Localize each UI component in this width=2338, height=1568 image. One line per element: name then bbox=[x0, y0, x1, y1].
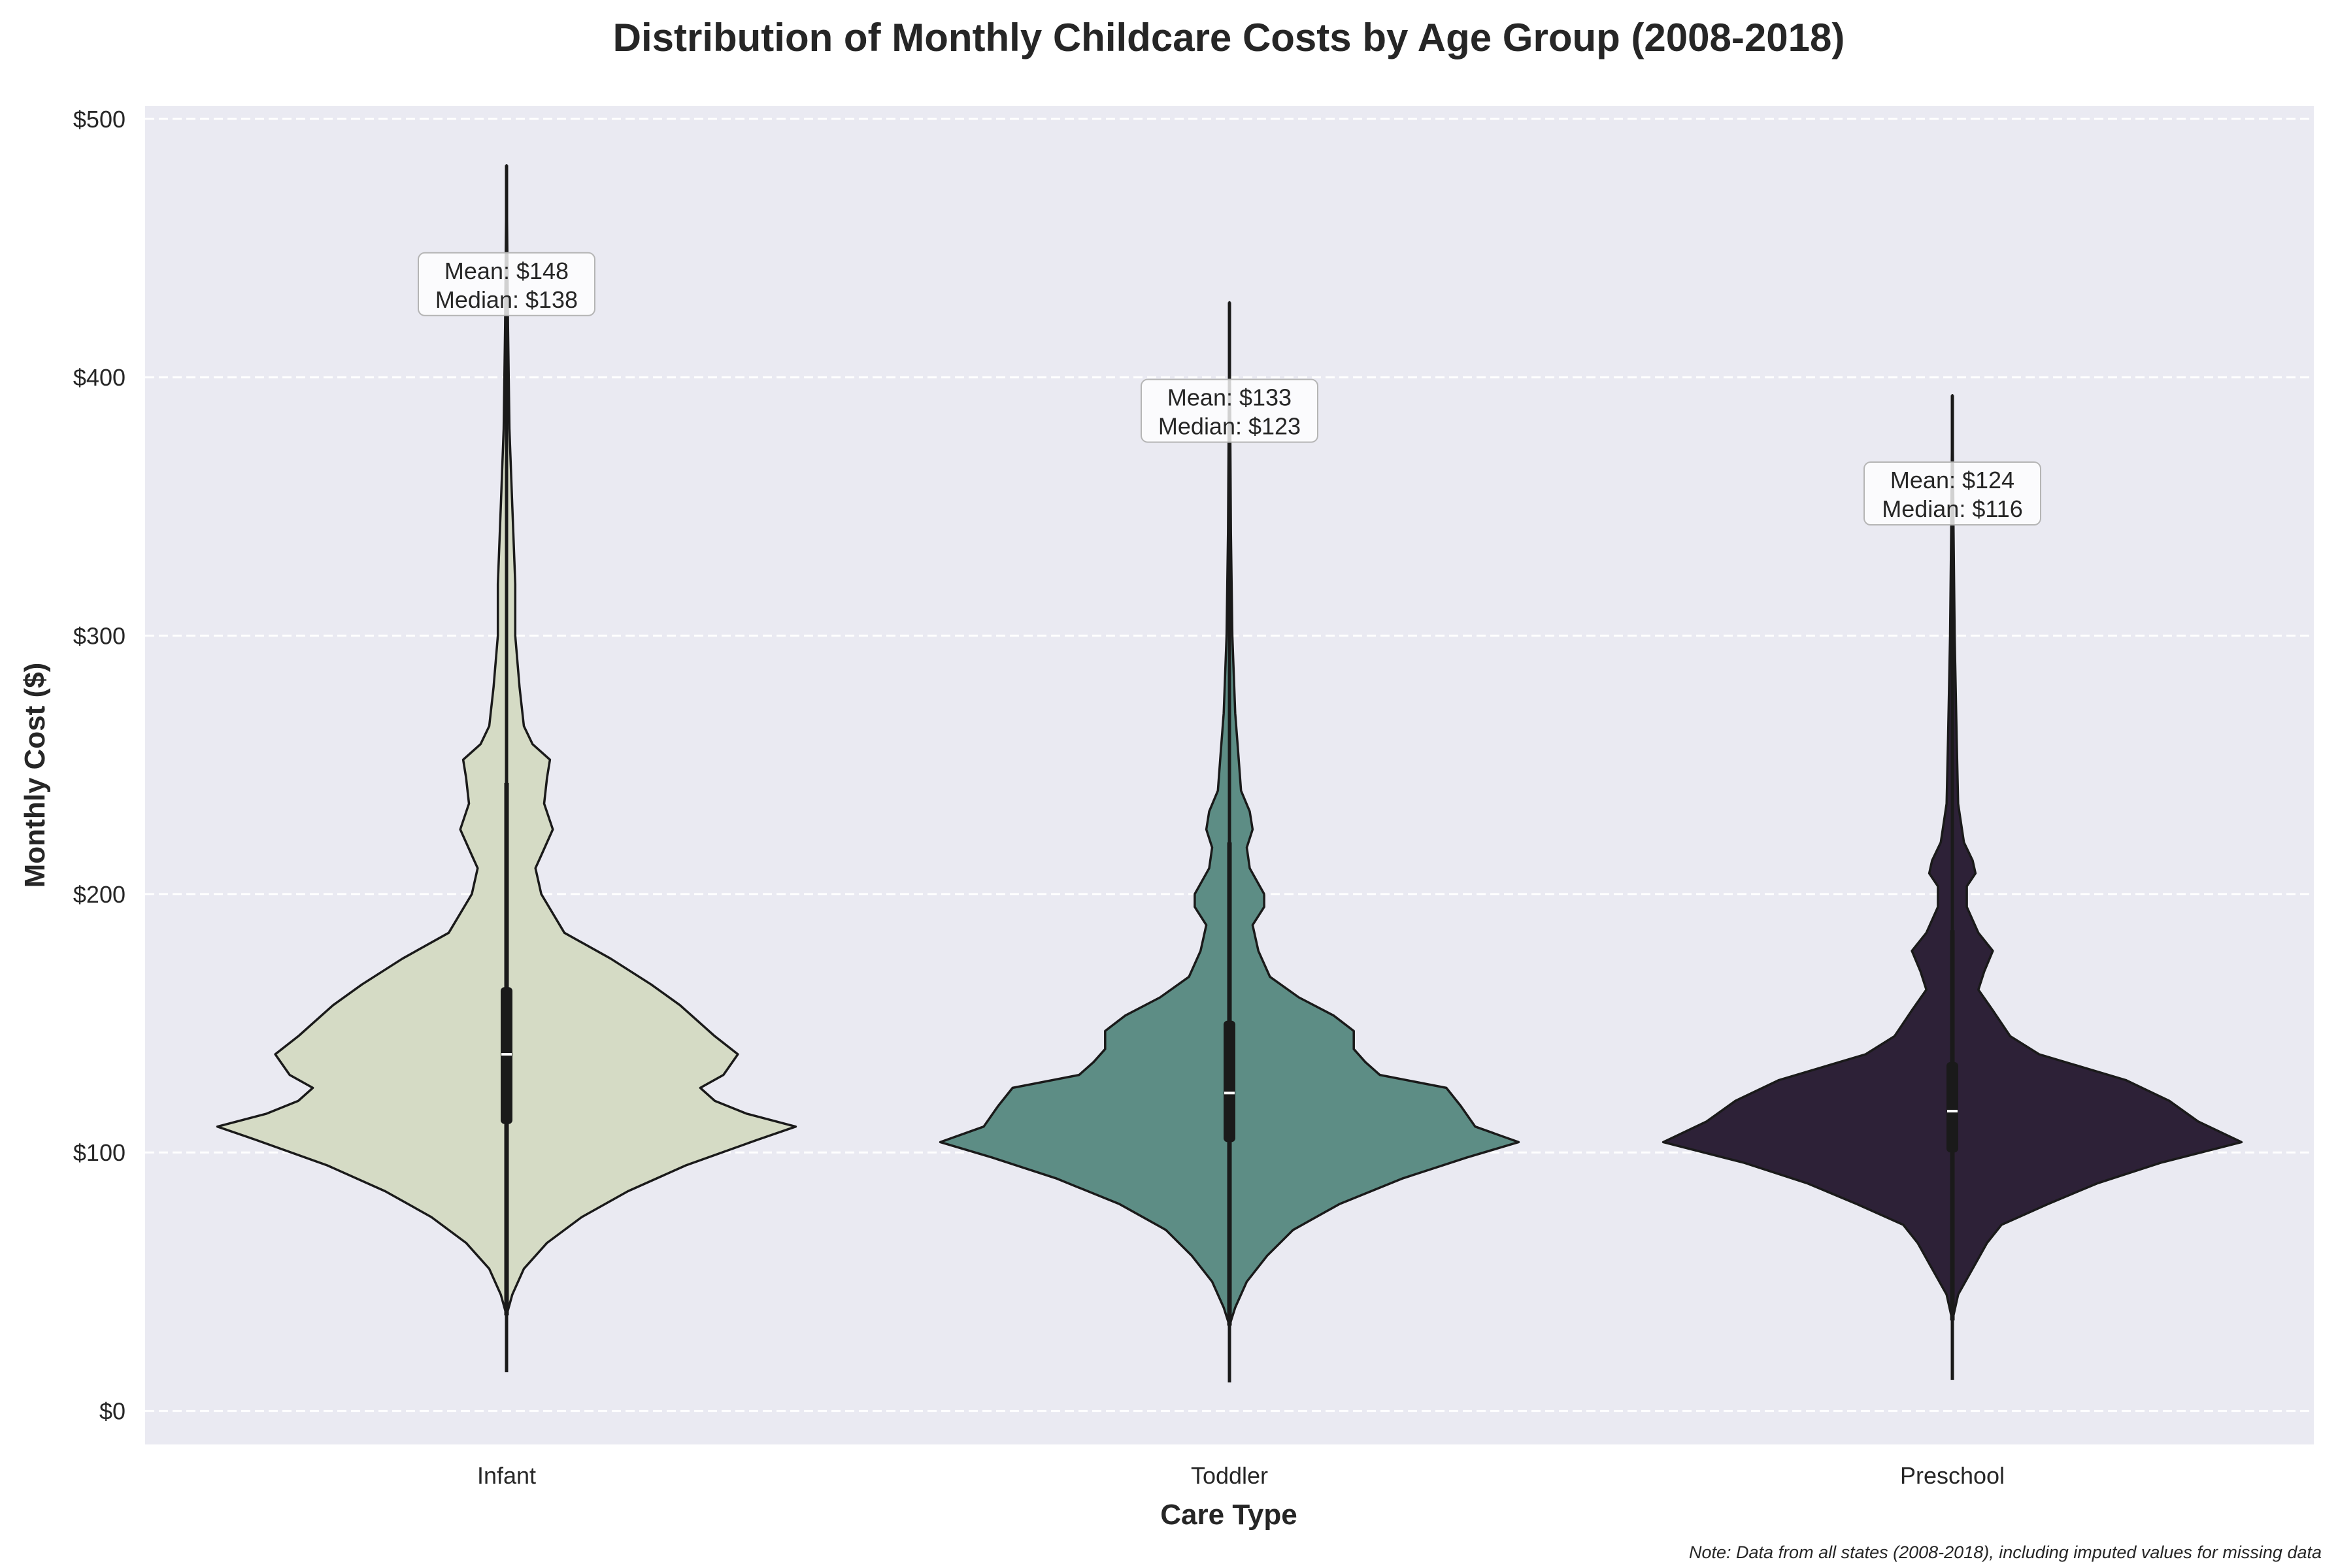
iqr-box bbox=[1946, 1061, 1958, 1153]
annotation-text: Mean: $133 bbox=[1167, 384, 1292, 411]
y-tick-label: $400 bbox=[73, 364, 125, 391]
x-tick-label: Toddler bbox=[1191, 1462, 1268, 1489]
x-tick-label: Preschool bbox=[1900, 1462, 2005, 1489]
annotation-text: Mean: $148 bbox=[444, 258, 569, 284]
y-axis-label: Monthly Cost ($) bbox=[19, 663, 51, 888]
annotation-text: Median: $123 bbox=[1158, 413, 1301, 440]
annotation-text: Median: $138 bbox=[435, 286, 578, 313]
iqr-box bbox=[1224, 1020, 1235, 1143]
annotation-box bbox=[1141, 378, 1318, 443]
y-tick-label: $500 bbox=[73, 106, 125, 133]
x-tick-label: Infant bbox=[477, 1462, 536, 1489]
annotation-box bbox=[1863, 461, 2041, 526]
y-tick-label: $100 bbox=[73, 1139, 125, 1166]
chart-title: Distribution of Monthly Childcare Costs … bbox=[613, 16, 1845, 59]
x-tick-labels: Infant Toddler Preschool bbox=[477, 1462, 2005, 1489]
annotation-text: Mean: $124 bbox=[1890, 467, 2014, 493]
annotation-box bbox=[418, 252, 595, 316]
x-axis-label: Care Type bbox=[1160, 1499, 1297, 1531]
y-tick-label: $0 bbox=[99, 1398, 125, 1425]
annotation-text: Median: $116 bbox=[1882, 495, 2023, 522]
footnote: Note: Data from all states (2008-2018), … bbox=[1689, 1543, 2322, 1562]
y-tick-label: $200 bbox=[73, 881, 125, 908]
violins bbox=[216, 164, 2243, 1383]
y-tick-label: $300 bbox=[73, 623, 125, 650]
y-tick-labels: $0 $100 $200 $300 $400 $500 bbox=[73, 106, 125, 1425]
